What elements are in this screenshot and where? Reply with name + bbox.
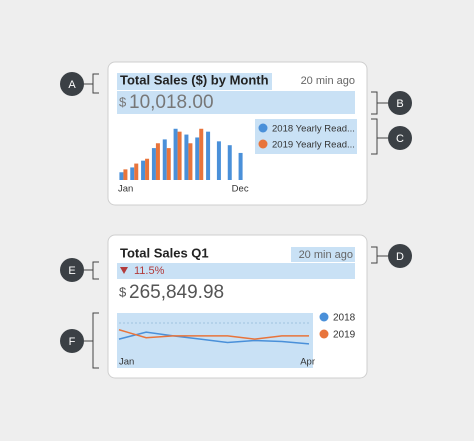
amount: 10,018.00 bbox=[129, 92, 214, 113]
bar bbox=[130, 167, 135, 180]
callout-badge bbox=[388, 91, 412, 115]
bar bbox=[151, 148, 156, 180]
bar bbox=[166, 148, 171, 180]
bar bbox=[227, 145, 232, 180]
bar bbox=[145, 158, 150, 180]
callout-label: E bbox=[68, 265, 75, 277]
bar bbox=[199, 128, 204, 180]
callout-badge bbox=[388, 126, 412, 150]
down-arrow bbox=[120, 267, 128, 274]
bar bbox=[141, 160, 146, 180]
line bbox=[118, 329, 309, 340]
timestamp: 20 min ago bbox=[301, 75, 355, 87]
callout-label: A bbox=[68, 79, 76, 91]
card-title: Total Sales Q1 bbox=[120, 245, 209, 260]
bar bbox=[119, 172, 124, 180]
legend-swatch bbox=[258, 123, 268, 133]
bracket bbox=[371, 91, 388, 115]
callout-badge bbox=[388, 244, 412, 268]
card-title: Total Sales ($) by Month bbox=[120, 72, 269, 87]
amount: 265,849.98 bbox=[129, 282, 224, 303]
bar bbox=[123, 169, 128, 180]
x-tick-label: Jan bbox=[119, 357, 134, 368]
legend-swatch bbox=[319, 329, 329, 339]
currency: $ bbox=[119, 284, 127, 299]
highlight bbox=[117, 91, 355, 114]
legend-label: 2019 bbox=[333, 330, 356, 341]
bracket bbox=[84, 73, 99, 94]
callout-badge bbox=[60, 72, 84, 96]
callout-label: B bbox=[396, 98, 403, 110]
bar bbox=[216, 141, 221, 180]
bar bbox=[134, 163, 139, 180]
bracket bbox=[84, 261, 99, 280]
bar bbox=[184, 134, 189, 180]
line bbox=[118, 331, 310, 345]
callout-label: C bbox=[396, 133, 404, 145]
x-tick-label: Dec bbox=[232, 184, 249, 195]
callout-label: D bbox=[396, 251, 404, 263]
x-tick-label: Apr bbox=[300, 357, 315, 368]
charts: Jan Dec 2018 Yearly Read... 2019 Yearly Rea… bbox=[118, 123, 356, 368]
highlight bbox=[255, 119, 357, 154]
legend-swatch bbox=[319, 312, 329, 322]
timestamp: 20 min ago bbox=[299, 249, 353, 261]
bar bbox=[195, 137, 200, 180]
highlight bbox=[291, 247, 355, 262]
bar bbox=[206, 131, 211, 180]
bar bbox=[162, 139, 167, 180]
callouts: A B C D E F bbox=[60, 72, 412, 353]
callout-badge bbox=[60, 258, 84, 282]
brackets bbox=[84, 73, 388, 369]
legend-swatch bbox=[258, 139, 268, 149]
bracket bbox=[84, 312, 99, 369]
highlight bbox=[117, 263, 355, 279]
bracket bbox=[371, 118, 388, 155]
legend-label: 2018 Yearly Read... bbox=[272, 124, 355, 135]
bar bbox=[238, 152, 243, 180]
bar bbox=[177, 131, 182, 180]
legend-label: 2018 bbox=[333, 313, 356, 324]
bar bbox=[188, 143, 193, 180]
bracket bbox=[371, 246, 388, 264]
bar bbox=[155, 143, 160, 180]
callout-badge bbox=[60, 329, 84, 353]
x-tick-label: Jan bbox=[118, 184, 133, 195]
change: 11.5% bbox=[134, 265, 165, 277]
bar bbox=[173, 128, 178, 180]
callout-label: F bbox=[69, 336, 76, 348]
legend-label: 2019 Yearly Read... bbox=[272, 140, 355, 151]
highlight bbox=[117, 73, 272, 90]
currency: $ bbox=[119, 94, 127, 109]
